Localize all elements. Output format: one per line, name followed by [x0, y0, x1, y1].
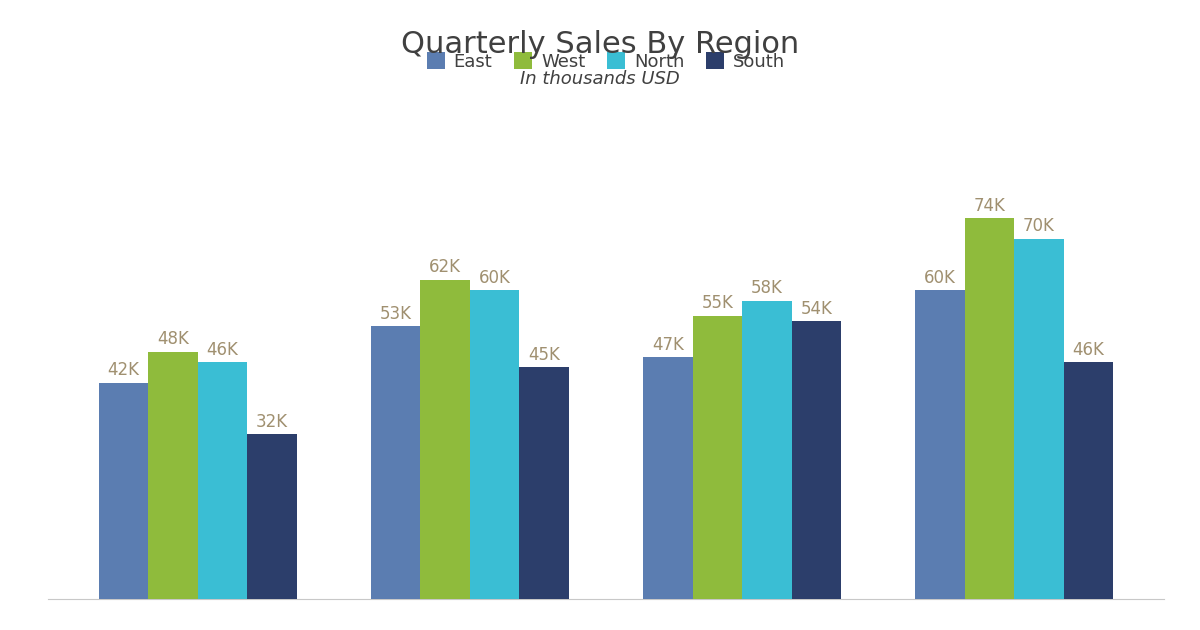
Bar — [198, 362, 247, 598]
Text: 54K: 54K — [800, 300, 833, 318]
Bar — [792, 321, 841, 598]
Text: 70K: 70K — [1024, 217, 1055, 236]
Bar — [371, 326, 420, 598]
Bar — [98, 383, 149, 598]
Bar — [149, 352, 198, 598]
Text: 46K: 46K — [206, 341, 239, 358]
Bar — [520, 367, 569, 598]
Bar — [643, 357, 692, 598]
Text: 53K: 53K — [379, 305, 412, 323]
Bar — [1014, 239, 1063, 598]
Text: 42K: 42K — [108, 361, 139, 379]
Text: 46K: 46K — [1073, 341, 1104, 358]
Text: 32K: 32K — [256, 413, 288, 430]
Legend: East, West, North, South: East, West, North, South — [419, 45, 793, 78]
Bar — [470, 290, 520, 598]
Bar — [420, 280, 470, 598]
Text: 55K: 55K — [702, 294, 733, 312]
Bar — [1063, 362, 1114, 598]
Text: In thousands USD: In thousands USD — [520, 70, 680, 88]
Text: 58K: 58K — [751, 279, 782, 297]
Text: 48K: 48K — [157, 330, 188, 348]
Bar — [247, 434, 296, 598]
Text: 47K: 47K — [652, 336, 684, 353]
Bar — [916, 290, 965, 598]
Text: 45K: 45K — [528, 346, 560, 364]
Text: 60K: 60K — [479, 269, 510, 287]
Text: Quarterly Sales By Region: Quarterly Sales By Region — [401, 30, 799, 59]
Bar — [965, 219, 1014, 598]
Text: 74K: 74K — [973, 197, 1006, 215]
Text: 60K: 60K — [924, 269, 956, 287]
Bar — [742, 301, 792, 598]
Text: 62K: 62K — [430, 258, 461, 277]
Bar — [692, 316, 742, 598]
